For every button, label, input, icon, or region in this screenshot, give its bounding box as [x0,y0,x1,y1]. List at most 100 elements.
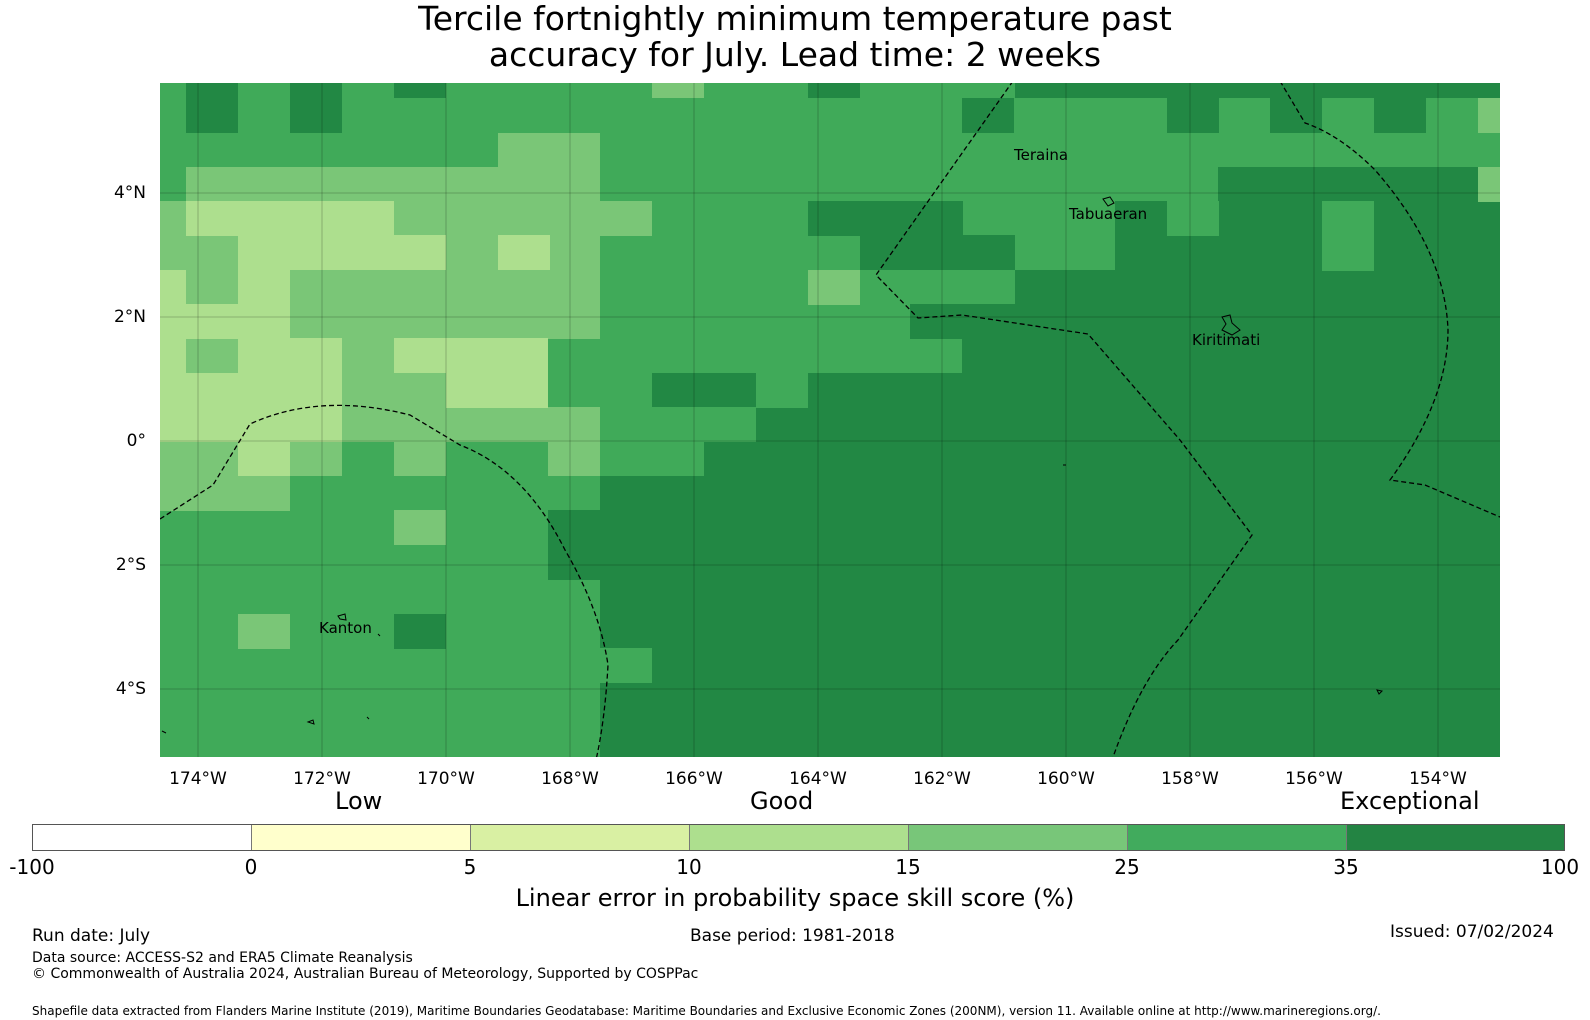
colorbar-segment-10-15 [689,825,909,850]
place-label-tabuaeran: Tabuaeran [1069,205,1148,223]
skill-grid [160,83,1500,757]
skill-cell [394,201,652,236]
skill-cell [160,373,342,408]
skill-cell [600,476,1500,511]
skill-cell [160,270,186,305]
lon-label-166w: 166°W [665,769,723,789]
eez-boundaries [160,83,1500,757]
skill-cell [290,441,342,476]
island-small-3 [161,730,167,734]
base-period: Base period: 1981-2018 [690,926,895,946]
skill-cell [186,83,238,133]
skill-cell [498,133,600,168]
skill-cell [860,235,1015,270]
skill-cell [238,235,446,270]
place-label-kanton: Kanton [319,619,372,637]
map-gridlines [160,83,1500,757]
skill-cell [290,270,600,305]
skill-cell [756,407,1500,442]
skill-cell [498,235,550,270]
data-source: Data source: ACCESS-S2 and ERA5 Climate … [32,950,413,966]
island-small-1 [306,719,315,725]
skill-cell [160,338,186,373]
skill-cell [394,441,446,476]
colorbar-tick-15: 15 [895,855,921,879]
colorbar-segment-15-25 [908,825,1128,850]
chart-title-line-2: accuracy for July. Lead time: 2 weeks [488,35,1102,74]
skill-cell [160,304,290,339]
lon-label-156w: 156°W [1285,769,1343,789]
skill-cell [238,614,290,649]
skill-cell [1478,167,1500,202]
skill-cell [1374,98,1426,133]
place-label-teraina: Teraina [1014,146,1069,164]
eez-boundary-line-islands-west [875,83,1253,757]
lat-label-4n: 4°N [113,183,146,203]
island-tabuaeran [1102,196,1115,207]
skill-cell [1322,201,1374,271]
skill-cell [548,441,600,476]
lon-label-164w: 164°W [789,769,847,789]
copyright: © Commonwealth of Australia 2024, Austra… [32,966,699,982]
island-outlines [161,196,1384,734]
lon-label-170w: 170°W [417,769,475,789]
skill-cell [290,83,342,133]
skill-cell [652,648,1500,683]
skill-cell [808,373,1500,408]
skill-cell [1015,83,1500,98]
colorbar-segment-5-10 [470,825,690,850]
lat-label-0: 0° [126,431,146,451]
lon-label-162w: 162°W [913,769,971,789]
colorbar-tick-35: 35 [1333,855,1359,879]
skill-cell [548,614,1500,649]
colorbar-segment-0-5 [251,825,471,850]
skill-cell [1015,270,1500,305]
skill-cell [548,614,600,649]
skill-cell [342,338,394,373]
skill-cell [238,338,342,373]
legend-label-low: Low [335,787,383,815]
lat-label-2n: 2°N [113,307,146,327]
colorbar-segment-neg [33,825,252,850]
legend-label-good: Good [750,787,814,815]
skill-cell [1167,201,1219,236]
lon-label-168w: 168°W [541,769,599,789]
colorbar-tick-minus-100: -100 [9,855,55,879]
colorbar-tick-5: 5 [463,855,477,879]
island-small-2 [366,716,370,720]
skill-cell [600,683,1500,757]
colorbar-tick-0: 0 [244,855,258,879]
skill-cell [186,201,394,236]
eez-boundary-kanton [160,404,609,757]
skill-cell [600,648,652,683]
lon-label-172w: 172°W [293,769,351,789]
lon-label-158w: 158°W [1161,769,1219,789]
skill-cell [394,338,548,373]
colorbar-segment-25-35 [1127,825,1347,850]
skill-cell [548,510,1500,580]
skill-cell [160,201,186,236]
skill-cell [238,270,290,305]
place-label-kiritimati: Kiritimati [1192,331,1261,349]
colorbar-tick-100: 100 [1540,855,1580,879]
lat-label-2s: 2°S [115,555,146,575]
skill-cell [652,83,704,98]
island-kiritimati [1221,314,1241,336]
skill-cell [962,338,1500,373]
skill-cell [808,201,963,236]
lat-label-4s: 4°S [115,679,146,699]
skill-cell [394,83,446,98]
run-date: Run date: July [32,926,151,946]
skill-cell [342,373,446,408]
lon-label-154w: 154°W [1409,769,1467,789]
skill-cell [186,167,600,202]
skill-cell [1167,98,1219,133]
skill-cell [1270,98,1322,133]
skill-cell [808,83,860,98]
skill-cell [160,476,290,511]
colorbar [32,824,1565,851]
chart-title-line-1: Tercile fortnightly minimum temperature … [418,0,1172,38]
eez-boundary-line-islands-east [1280,83,1500,518]
skill-cell [1015,235,1115,270]
lon-label-160w: 160°W [1037,769,1095,789]
